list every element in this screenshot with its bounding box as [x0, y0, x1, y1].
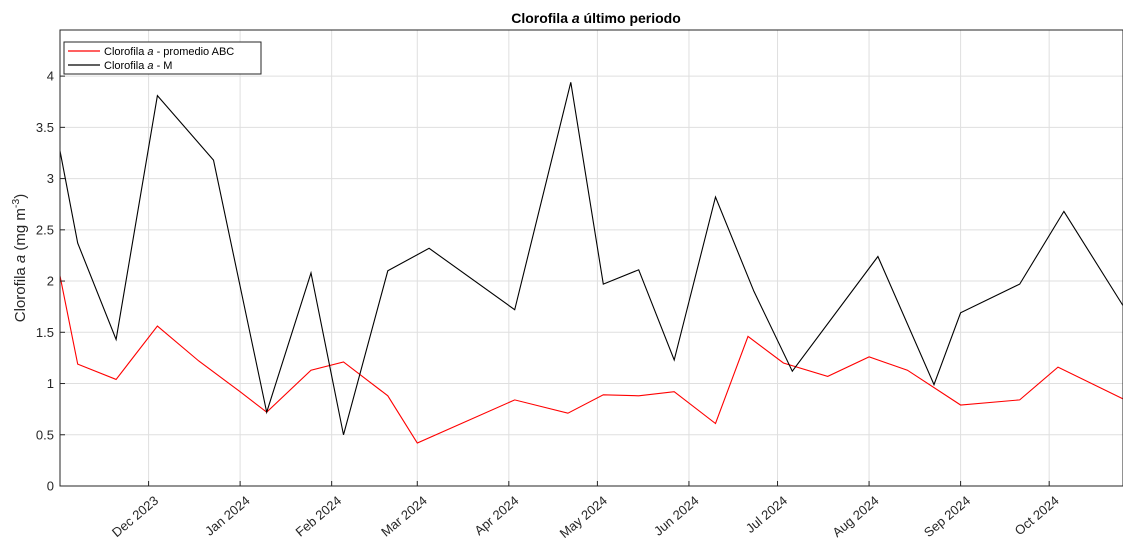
x-tick-label: May 2024	[557, 493, 610, 541]
x-axis-ticks: Dec 2023 Jan 2024 Feb 2024 Mar 2024 Apr 2024…	[109, 481, 1062, 541]
y-tick-label: 3.5	[36, 120, 54, 135]
y-tick-label: 2	[47, 274, 54, 289]
x-tick-label: Jun 2024	[651, 493, 702, 539]
y-tick-label: 4	[47, 69, 54, 84]
y-axis-ticks: 0 0.5 1 1.5 2 2.5 3 3.5 4	[36, 69, 65, 494]
x-tick-label: Oct 2024	[1012, 493, 1062, 538]
y-tick-label: 0	[47, 479, 54, 494]
legend-entry: Clorofila a - M	[104, 60, 172, 72]
x-tick-label: Jan 2024	[202, 493, 253, 539]
series-line-promedio-abc	[59, 275, 1123, 444]
x-tick-label: Jul 2024	[743, 493, 790, 536]
series-layer	[59, 82, 1123, 444]
x-tick-label: Apr 2024	[471, 493, 521, 538]
grid	[60, 30, 1123, 487]
y-tick-label: 1.5	[36, 325, 54, 340]
x-tick-label: Dec 2023	[109, 493, 161, 540]
y-tick-label: 0.5	[36, 427, 54, 442]
legend: Clorofila a - promedio ABC Clorofila a - …	[63, 41, 262, 75]
legend-entry: Clorofila a - promedio ABC	[104, 46, 234, 58]
y-tick-label: 1	[47, 376, 54, 391]
y-tick-label: 3	[47, 171, 54, 186]
y-axis-label: Clorofila a (mg m-3)	[10, 194, 29, 323]
plot-frame	[59, 29, 1123, 487]
legend-box	[63, 41, 262, 75]
x-tick-label: Feb 2024	[293, 493, 345, 540]
x-tick-label: Aug 2024	[829, 493, 881, 540]
y-tick-label: 2.5	[36, 222, 54, 237]
x-tick-label: Mar 2024	[378, 493, 430, 540]
series-line-m	[59, 82, 1123, 435]
x-tick-label: Sep 2024	[921, 493, 973, 540]
chart-title: Clorofila a último periodo	[511, 10, 681, 26]
